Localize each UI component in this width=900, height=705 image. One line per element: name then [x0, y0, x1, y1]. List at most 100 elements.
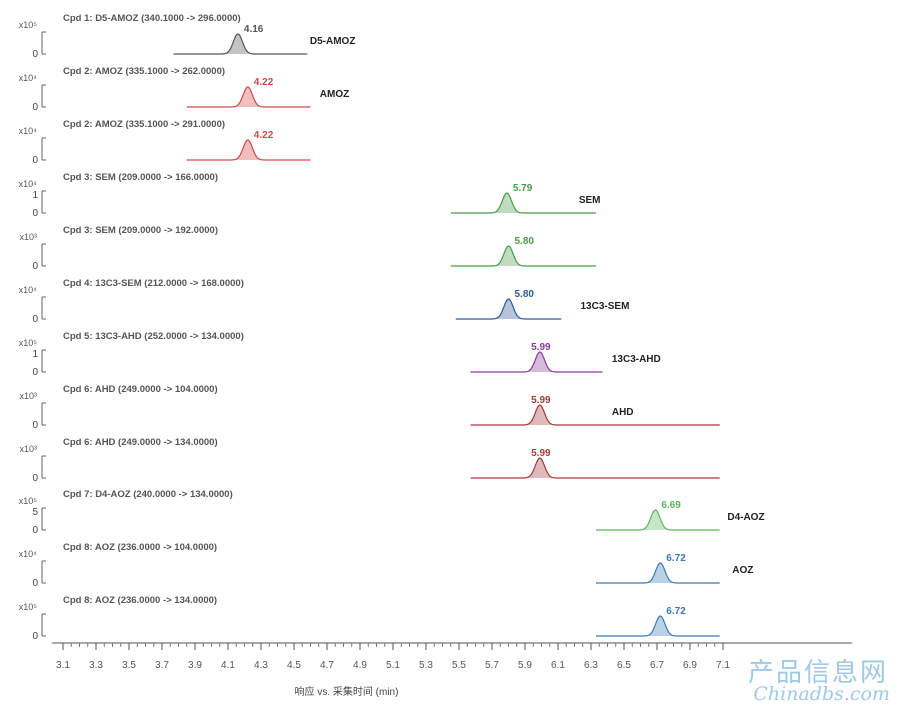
y-tick-label: 5: [32, 507, 38, 518]
y-scale-label: x10⁵: [19, 496, 38, 506]
y-scale-label: x10⁴: [19, 73, 38, 83]
x-tick-label: 4.1: [221, 660, 235, 671]
y-scale-label: x10⁵: [19, 338, 38, 348]
peak-rt-label: 6.72: [666, 553, 686, 564]
watermark-url: Chinadbs.com: [753, 683, 890, 705]
panel-title: Cpd 1: D5-AMOZ (340.1000 -> 296.0000): [63, 13, 241, 24]
y-tick-label: 0: [32, 420, 38, 431]
compound-label: AOZ: [732, 565, 753, 576]
compound-label: AHD: [612, 407, 634, 418]
chromatogram-trace: [173, 33, 308, 55]
watermark-text: 产品信息网: [747, 658, 888, 688]
x-tick-label: 6.5: [617, 660, 631, 671]
y-scale-label: x10⁴: [19, 126, 38, 136]
x-tick-label: 5.5: [452, 660, 466, 671]
chromatogram-trace: [596, 562, 720, 584]
peak-rt-label: 4.22: [254, 130, 274, 141]
panel-title: Cpd 2: AMOZ (335.1000 -> 262.0000): [63, 66, 225, 77]
x-tick-label: 5.9: [518, 660, 532, 671]
x-tick-label: 4.3: [254, 660, 268, 671]
peak-rt-label: 5.99: [531, 342, 551, 353]
peak-area: [641, 510, 670, 530]
peak-rt-label: 5.79: [513, 183, 533, 194]
panel-title: Cpd 5: 13C3-AHD (252.0000 -> 134.0000): [63, 331, 244, 342]
x-axis-label: 响应 vs. 采集时间 (min): [295, 685, 399, 698]
panel-title: Cpd 8: AOZ (236.0000 -> 134.0000): [63, 595, 217, 606]
y-tick-label: 0: [32, 578, 38, 589]
x-tick-label: 3.3: [89, 660, 103, 671]
compound-label: D5-AMOZ: [310, 36, 356, 47]
x-tick-label: 7.1: [716, 660, 730, 671]
peak-area: [224, 34, 252, 54]
chromatogram-trace: [470, 351, 603, 373]
peak-rt-label: 6.69: [661, 500, 681, 511]
y-scale-label: x10³: [19, 444, 37, 454]
x-tick-label: 4.7: [320, 660, 334, 671]
y-tick-label: 0: [32, 314, 38, 325]
y-scale-label: x10⁴: [19, 179, 38, 189]
panel-title: Cpd 6: AHD (249.0000 -> 104.0000): [63, 384, 218, 395]
x-tick-label: 5.1: [386, 660, 400, 671]
chromatogram-trace: [596, 615, 720, 637]
y-tick-label: 1: [32, 190, 38, 201]
y-tick-label: 0: [32, 473, 38, 484]
x-tick-label: 6.7: [650, 660, 664, 671]
panel-title: Cpd 3: SEM (209.0000 -> 166.0000): [63, 172, 218, 183]
x-tick-label: 5.7: [485, 660, 499, 671]
y-scale-label: x10³: [19, 232, 37, 242]
y-tick-label: 1: [32, 349, 38, 360]
peak-rt-label: 5.80: [515, 236, 535, 247]
compound-label: 13C3-AHD: [612, 354, 661, 365]
x-tick-label: 6.3: [584, 660, 598, 671]
y-tick-label: 0: [32, 525, 38, 536]
chromatogram-trace: [470, 457, 720, 479]
peak-area: [646, 563, 675, 583]
y-tick-label: 0: [32, 261, 38, 272]
y-tick-label: 0: [32, 367, 38, 378]
chromatogram-trace: [596, 509, 720, 531]
chromatogram-trace: [455, 298, 562, 320]
peak-area: [646, 616, 675, 636]
x-tick-label: 3.9: [188, 660, 202, 671]
compound-label: 13C3-SEM: [581, 301, 630, 312]
chromatogram-trace: [450, 192, 596, 214]
peak-area: [233, 140, 262, 160]
x-tick-label: 3.7: [155, 660, 169, 671]
panel-title: Cpd 8: AOZ (236.0000 -> 104.0000): [63, 542, 217, 553]
x-tick-label: 4.5: [287, 660, 301, 671]
compound-label: SEM: [579, 195, 601, 206]
y-scale-label: x10⁵: [19, 20, 38, 30]
peak-rt-label: 4.16: [244, 24, 264, 35]
x-tick-label: 5.3: [419, 660, 433, 671]
y-tick-label: 0: [32, 155, 38, 166]
compound-label: D4-AOZ: [727, 512, 764, 523]
chromatogram-trace: [186, 86, 311, 108]
peak-area: [526, 458, 554, 478]
chromatogram-trace: [186, 139, 311, 161]
panel-title: Cpd 4: 13C3-SEM (212.0000 -> 168.0000): [63, 278, 244, 289]
panel-title: Cpd 6: AHD (249.0000 -> 134.0000): [63, 437, 218, 448]
chromatogram-trace: [470, 404, 720, 426]
peak-rt-label: 4.22: [254, 77, 274, 88]
y-tick-label: 0: [32, 208, 38, 219]
y-tick-label: 0: [32, 631, 38, 642]
panel-title: Cpd 7: D4-AOZ (240.0000 -> 134.0000): [63, 489, 233, 500]
y-scale-label: x10⁵: [19, 602, 38, 612]
y-tick-label: 0: [32, 102, 38, 113]
y-scale-label: x10⁴: [19, 285, 38, 295]
peak-area: [493, 193, 521, 213]
x-tick-label: 3.1: [56, 660, 70, 671]
x-tick-label: 3.5: [122, 660, 136, 671]
y-scale-label: x10⁴: [19, 549, 38, 559]
peak-area: [526, 352, 554, 372]
peak-rt-label: 5.80: [515, 289, 535, 300]
y-scale-label: x10³: [19, 391, 37, 401]
x-tick-label: 6.1: [551, 660, 565, 671]
peak-rt-label: 5.99: [531, 448, 551, 459]
peak-area: [494, 299, 523, 319]
chromatogram-trace: [450, 245, 596, 267]
compound-label: AMOZ: [320, 89, 349, 100]
panel-title: Cpd 2: AMOZ (335.1000 -> 291.0000): [63, 119, 225, 130]
